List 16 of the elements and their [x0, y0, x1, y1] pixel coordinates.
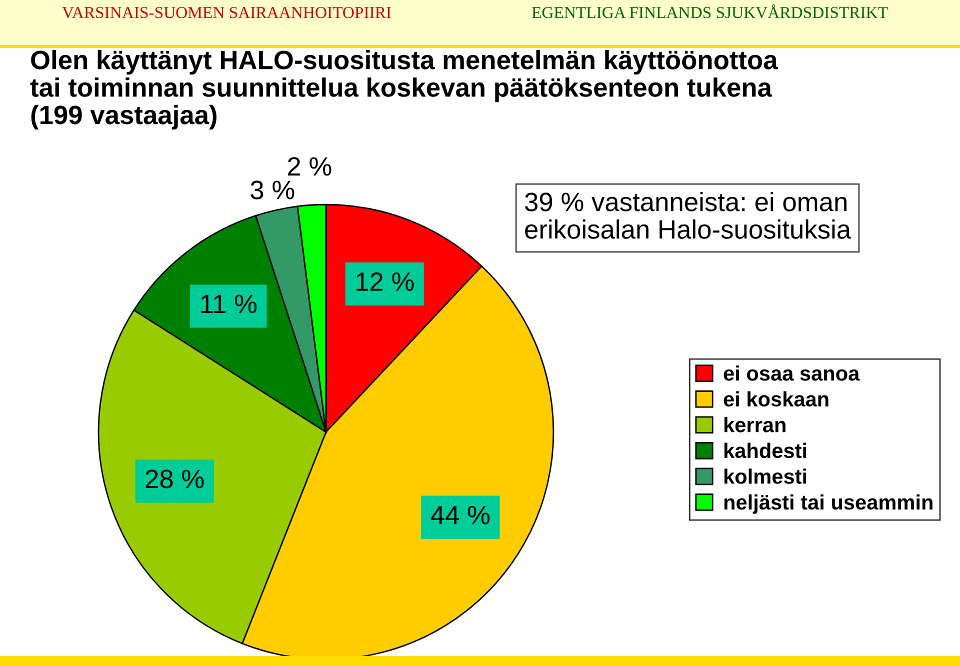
data-label: 2 %: [288, 157, 332, 176]
data-label: 12 %: [356, 272, 414, 291]
data-label: 44 %: [430, 506, 490, 524]
text: EGENTLIGA FINLANDS SJUKVÅRDSDISTRIKT: [532, 4, 888, 18]
legend-label: kahdesti: [724, 442, 806, 458]
legend-label: neljästi tai useammin: [724, 494, 932, 514]
text: VARSINAIS-SUOMEN SAIRAANHOITOPIIRI: [62, 6, 391, 18]
legend-label: ei koskaan: [724, 391, 828, 407]
data-label: 28 %: [146, 470, 204, 488]
data-label: 3 %: [250, 180, 294, 200]
legend-label: kerran: [724, 417, 786, 432]
legend-label: kolmesti: [724, 468, 806, 484]
chart-title: Olen käyttänyt HALO-suositusta menetelmän käyttöönottoa tai toiminnan suunnittelua koskevan päätöksenteon tukena (199 vastaajaa): [30, 50, 778, 130]
legend-label: ei osaa sanoa: [724, 365, 860, 381]
text: 39 % vastanneista: ei oman erikoisalan Halo-suosituksia: [525, 192, 852, 239]
data-label: 11 %: [201, 294, 257, 314]
